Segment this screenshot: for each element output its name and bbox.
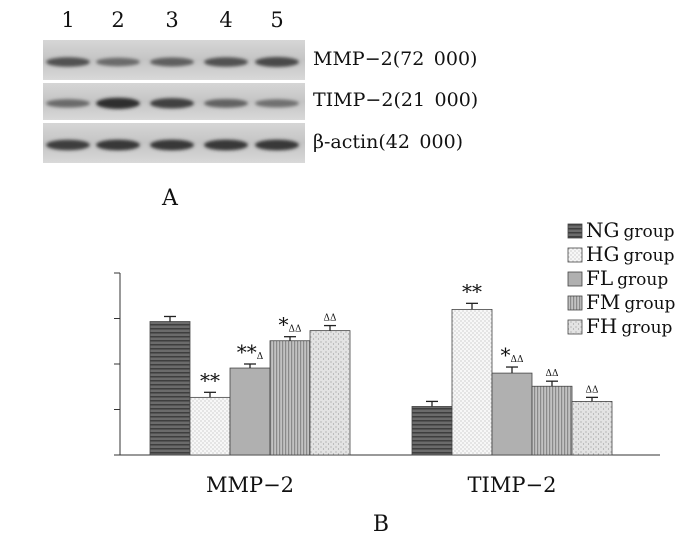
blot-label: MMP−2(72 000) xyxy=(313,48,477,70)
bar-fl-group-2 xyxy=(491,372,533,456)
significance-deltas: Δ xyxy=(257,352,264,362)
blot-protein: TIMP−2 xyxy=(313,89,393,111)
blot-band xyxy=(204,139,248,151)
blot-row-1: MMP−2(72 000) xyxy=(43,40,477,80)
bar-hg-group-2 xyxy=(451,308,493,456)
blot-band xyxy=(204,57,248,67)
blot-strips: MMP−2(72 000)TIMP−2(21 000)β-actin(42 00… xyxy=(43,40,478,163)
significance-stars: * xyxy=(279,313,289,337)
legend-swatch xyxy=(567,247,583,263)
blot-band xyxy=(150,98,194,109)
blot-row-2: TIMP−2(21 000) xyxy=(43,83,478,120)
significance-deltas: ΔΔ xyxy=(546,369,559,379)
legend-group-code: FM xyxy=(586,290,620,314)
significance-mark: **Δ xyxy=(237,340,264,364)
significance-mark: ** xyxy=(462,279,482,303)
significance-deltas: ΔΔ xyxy=(324,314,337,324)
bar-fm-group-2 xyxy=(531,385,573,456)
lane-number-5: 5 xyxy=(270,8,283,32)
significance-mark: *ΔΔ xyxy=(279,313,302,337)
lane-number-4: 4 xyxy=(219,8,232,32)
blot-band xyxy=(46,57,90,67)
blot-label: β-actin(42 000) xyxy=(313,131,463,153)
bar-fm-group-1 xyxy=(269,340,311,456)
lane-number-3: 3 xyxy=(165,8,178,32)
category-labels: MMP−2 TIMP−2 xyxy=(206,473,557,497)
legend-group-code: FH xyxy=(586,314,617,338)
blot-band xyxy=(46,139,90,151)
bar-fl-group-1 xyxy=(229,367,271,456)
significance-deltas: ΔΔ xyxy=(586,385,599,395)
panel-b-label: B xyxy=(373,512,389,537)
bar-ng-group-1 xyxy=(149,321,191,456)
blot-label: TIMP−2(21 000) xyxy=(313,89,478,111)
y-axis-ticks xyxy=(114,272,120,456)
legend-swatch xyxy=(567,271,583,287)
blot-band xyxy=(96,139,140,151)
significance-stars: ** xyxy=(200,368,220,392)
blot-row-3: β-actin(42 000) xyxy=(43,123,463,163)
category-label: TIMP−2 xyxy=(468,473,557,497)
legend-swatch xyxy=(567,319,583,335)
blot-band xyxy=(46,99,90,108)
legend-label: FL group xyxy=(586,266,668,290)
lane-numbers: 1 2 3 4 5 xyxy=(61,8,283,32)
blot-band xyxy=(150,57,194,67)
blot-mw: (42 000) xyxy=(378,131,463,153)
bar-fh-group-1 xyxy=(309,330,351,456)
legend-group-word: group xyxy=(621,318,672,338)
lane-number-2: 2 xyxy=(111,8,124,32)
blot-band xyxy=(96,97,140,109)
blot-protein: β-actin xyxy=(313,131,378,153)
lane-number-1: 1 xyxy=(61,8,74,32)
legend-swatch xyxy=(567,223,583,239)
blot-band xyxy=(255,99,299,108)
blot-mw: (21 000) xyxy=(393,89,478,111)
significance-stars: * xyxy=(501,343,511,367)
blot-mw: (72 000) xyxy=(393,48,478,70)
blot-band xyxy=(255,139,299,151)
legend-label: NG group xyxy=(586,218,675,242)
significance-mark: ΔΔ xyxy=(546,369,559,379)
significance-deltas: ΔΔ xyxy=(289,325,302,335)
legend-group-code: HG xyxy=(586,242,619,266)
bar-ng-group-2 xyxy=(411,406,453,456)
legend-group-code: NG xyxy=(586,218,619,242)
legend-group-word: group xyxy=(617,270,668,290)
legend-group-word: group xyxy=(623,246,674,266)
legend-swatch xyxy=(567,295,583,311)
blot-band xyxy=(204,98,248,108)
bar-hg-group-1 xyxy=(189,396,231,456)
legend-label: FM group xyxy=(586,290,676,314)
bars xyxy=(149,302,613,456)
bar-fh-group-2 xyxy=(571,401,613,456)
category-label: MMP−2 xyxy=(206,473,294,497)
legend-group-word: group xyxy=(624,294,675,314)
blot-protein: MMP−2 xyxy=(313,48,393,70)
blot-band xyxy=(96,57,140,67)
significance-mark: ** xyxy=(200,368,220,392)
significance-stars: ** xyxy=(237,340,257,364)
blot-band xyxy=(255,57,299,67)
legend-label: HG group xyxy=(586,242,675,266)
significance-stars: ** xyxy=(462,279,482,303)
legend-group-code: FL xyxy=(586,266,613,290)
blot-band xyxy=(150,139,194,151)
legend-group-word: group xyxy=(623,222,674,242)
significance-mark: ΔΔ xyxy=(586,385,599,395)
significance-mark: ΔΔ xyxy=(324,314,337,324)
significance-deltas: ΔΔ xyxy=(511,355,524,365)
legend-label: FH group xyxy=(586,314,673,338)
significance-mark: *ΔΔ xyxy=(501,343,524,367)
panel-a-label: A xyxy=(161,186,179,211)
